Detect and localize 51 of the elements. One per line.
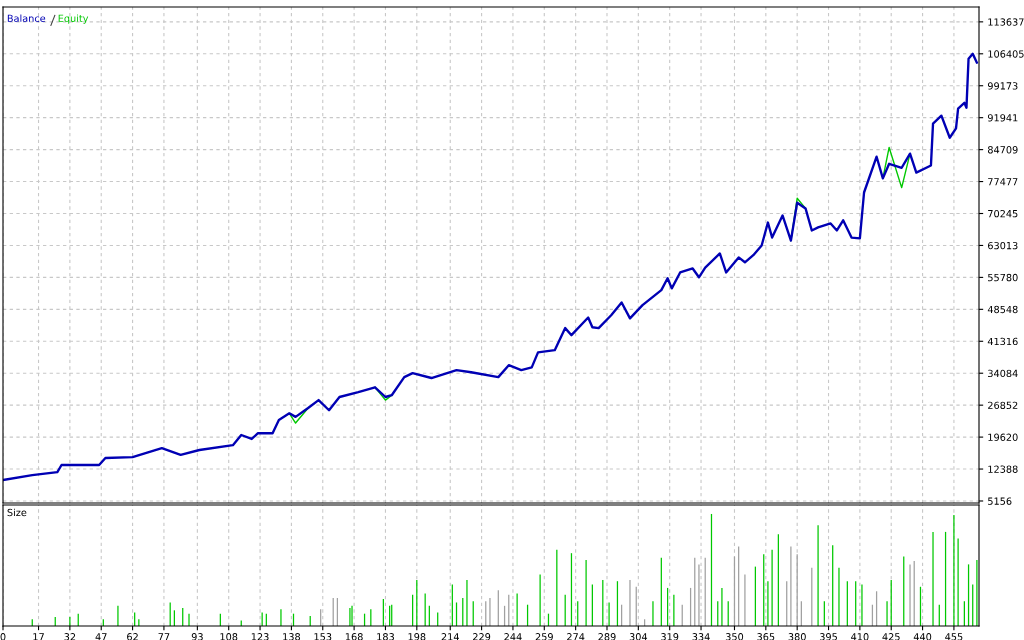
- x-tick-label: 319: [661, 633, 679, 640]
- y-tick-label: 84709: [987, 146, 1018, 154]
- x-tick-label: 455: [945, 633, 963, 640]
- y-tick-label: 70245: [988, 209, 1018, 218]
- y-tick-label: 113637: [988, 18, 1024, 26]
- x-tick-label: 77: [158, 633, 170, 640]
- x-tick-label: 274: [567, 633, 585, 640]
- y-tick-label: 34084: [988, 369, 1018, 378]
- y-tick-label: 55780: [988, 273, 1018, 282]
- x-tick-label: 214: [441, 633, 459, 640]
- y-tick-label: 19620: [988, 433, 1018, 441]
- x-tick-label: 425: [882, 633, 900, 640]
- x-tick-label: 17: [33, 633, 44, 640]
- text: Balance: [7, 14, 46, 22]
- x-tick-label: 138: [283, 633, 301, 640]
- x-tick-label: 350: [725, 633, 744, 640]
- y-tick-label: 5156: [988, 497, 1012, 505]
- x-tick-label: 440: [913, 633, 932, 640]
- x-tick-label: 229: [473, 633, 491, 640]
- y-tick-label: 63013: [988, 241, 1018, 250]
- x-tick-label: 380: [788, 633, 806, 640]
- x-tick-label: 168: [345, 633, 363, 640]
- text: Equity: [58, 14, 89, 24]
- y-tick-label: 99173: [987, 82, 1018, 90]
- y-tick-label: 91941: [987, 114, 1018, 122]
- x-tick-label: 365: [757, 633, 775, 640]
- y-tick-label: 12388: [988, 465, 1018, 473]
- x-tick-label: 47: [95, 633, 107, 640]
- line-series: [3, 52, 979, 482]
- y-tick-label: 41316: [987, 337, 1018, 346]
- x-tick-label: 410: [851, 633, 869, 640]
- x-tick-label: 93: [191, 633, 203, 640]
- x-tick-label: 62: [127, 633, 138, 640]
- x-tick-label: 183: [377, 633, 394, 640]
- y-tick-label: 77477: [988, 178, 1018, 186]
- x-tick-label: 123: [251, 633, 269, 640]
- x-tick-label: 334: [692, 633, 710, 640]
- x-tick-label: 108: [220, 633, 238, 640]
- x-tick-label: 304: [629, 633, 648, 640]
- y-tick-label: 48548: [987, 305, 1018, 314]
- x-tick-label: 32: [64, 633, 76, 640]
- x-tick-label: 153: [314, 633, 332, 640]
- y-tick-label: 26852: [988, 401, 1018, 409]
- x-tick-label: 289: [598, 633, 616, 640]
- y-tick-label: 106405: [988, 50, 1024, 58]
- x-tick-label: 198: [408, 633, 426, 640]
- x-tick-label: 395: [819, 633, 837, 640]
- x-tick-label: 0: [0, 633, 6, 640]
- x-tick-label: 259: [535, 633, 553, 640]
- chart-title: Size: [7, 508, 27, 517]
- x-tick-label: 244: [504, 633, 522, 640]
